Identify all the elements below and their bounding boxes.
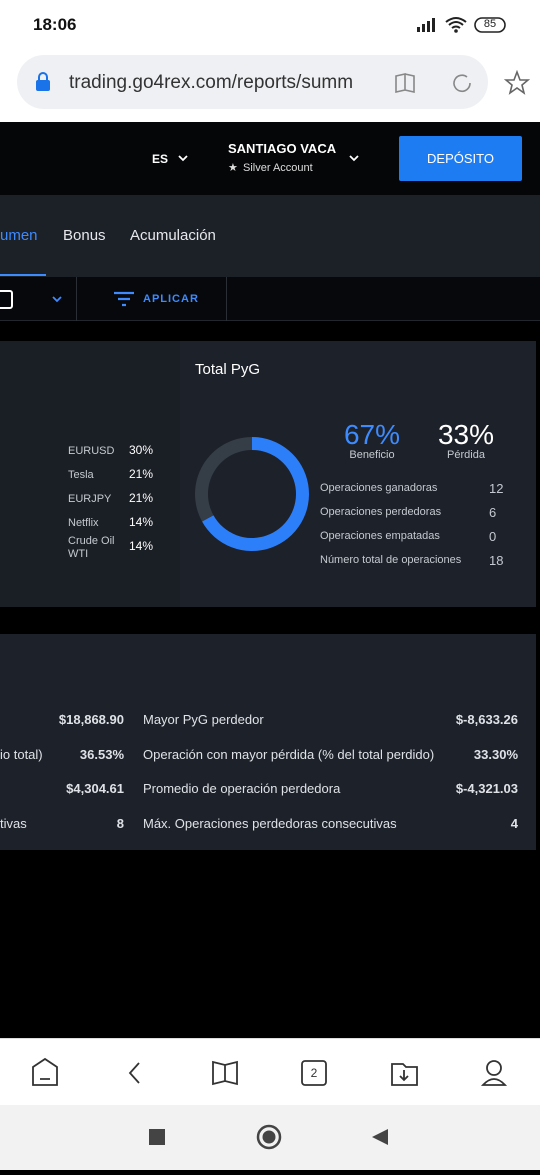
nav-icons (32, 1057, 508, 1086)
separator (76, 277, 77, 321)
stat-label: Operación con mayor pérdida (% del total… (143, 746, 435, 762)
tab[interactable]: umen (0, 227, 38, 244)
instrument-name: EURJPY (68, 493, 112, 505)
percent-caption: Beneficio (349, 449, 395, 461)
instrument-name: Tesla (68, 469, 94, 481)
instrument-share: 21% (129, 467, 154, 481)
stat-label: tivas (0, 815, 27, 831)
date-picker[interactable] (0, 288, 70, 310)
tab-count[interactable]: 2 (310, 1066, 318, 1080)
tabs: umen Bonus Acumulación (0, 195, 540, 277)
system-buttons (149, 1124, 388, 1150)
apply-button[interactable]: APLICAR (143, 293, 199, 305)
instruments-panel (0, 341, 180, 607)
url: trading.go4rex.com/reports/summ (69, 73, 354, 92)
user-name[interactable]: SANTIAGO VACA (228, 141, 337, 156)
operation-value: 18 (489, 553, 504, 568)
operation-label: Número total de operaciones (320, 554, 462, 566)
stat-value: 4 (510, 815, 518, 831)
instrument-name: Crude Oil WTI (68, 535, 115, 560)
operation-label: Operaciones perdedoras (320, 506, 442, 518)
status-bar: 18:06 85 (0, 0, 540, 50)
stat-value: 33.30% (473, 746, 518, 762)
filter-row: APLICAR (0, 277, 540, 321)
url-actions[interactable] (394, 71, 474, 95)
tab[interactable]: Bonus (63, 227, 106, 244)
donut-chart (195, 437, 309, 551)
stat-label: io total) (0, 746, 43, 762)
chevron (178, 155, 188, 162)
bookmark-star[interactable] (504, 70, 530, 96)
lock-icon (36, 72, 50, 91)
instrument-share: 30% (129, 443, 154, 457)
stat-value: 8 (116, 815, 124, 831)
app-header: ES SANTIAGO VACA ★ Silver Account DEPÓSI… (0, 122, 540, 195)
card-title: Total PyG (195, 361, 261, 378)
system-nav (0, 1105, 540, 1170)
tab[interactable]: Acumulación (130, 227, 216, 244)
stat-value: $18,868.90 (58, 712, 124, 727)
browser-nav: 2 (0, 1038, 540, 1105)
percent-label: 67% (343, 419, 401, 450)
operation-value: 12 (489, 481, 504, 496)
percent-caption: Pérdida (447, 449, 485, 461)
operation-label: Operaciones ganadoras (320, 482, 438, 494)
instrument-share: 14% (129, 539, 154, 553)
instrument-name: Netflix (68, 517, 99, 529)
stat-value: $-4,321.03 (455, 781, 518, 796)
instrument-share: 14% (129, 515, 154, 529)
stat-value: 36.53% (79, 746, 124, 762)
instrument-name: EURUSD (68, 445, 115, 457)
percent-label: 33% (437, 419, 495, 450)
time: 18:06 (33, 15, 77, 34)
browser-bar: trading.go4rex.com/reports/summ (0, 50, 540, 122)
stat-value: $4,304.61 (66, 781, 124, 796)
status-icons (417, 17, 506, 33)
donut-segment (195, 437, 252, 522)
filter-icon (114, 291, 134, 307)
stat-label: Promedio de operación perdedora (143, 781, 341, 796)
account-type: Silver Account (243, 162, 313, 174)
stat-label: Mayor PyG perdedor (143, 712, 264, 727)
stat-value: $-8,633.26 (455, 712, 518, 727)
operation-value: 6 (489, 505, 497, 520)
operation-label: Operaciones empatadas (320, 530, 440, 542)
battery: 85 (483, 18, 497, 30)
pyg-card: EURUSD 30% Tesla 21% EURJPY 21% Netflix 14% Crud… (0, 341, 536, 607)
star: ★ (228, 162, 238, 174)
language[interactable]: ES (152, 152, 169, 166)
stat-label: Máx. Operaciones perdedoras consecutivas (143, 815, 397, 831)
instrument-share: 21% (129, 491, 154, 505)
url-field[interactable]: trading.go4rex.com/reports/summ (17, 55, 488, 109)
stats-card: $18,868.90 Mayor PyG perdedor $-8,633.26 io… (0, 634, 536, 850)
operation-value: 0 (489, 529, 497, 544)
separator (226, 277, 227, 321)
deposit-button[interactable]: DEPÓSITO (399, 136, 522, 181)
chevron (349, 155, 359, 162)
tab-underline (0, 274, 46, 276)
